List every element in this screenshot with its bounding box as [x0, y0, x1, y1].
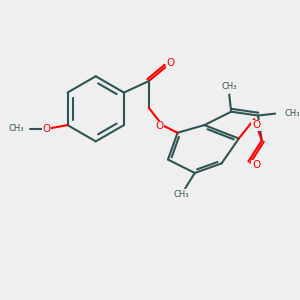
Text: O: O	[42, 124, 51, 134]
Text: CH₃: CH₃	[174, 190, 189, 199]
Text: O: O	[167, 58, 175, 68]
Text: O: O	[252, 120, 260, 130]
Text: O: O	[252, 160, 260, 170]
Text: O: O	[155, 121, 164, 131]
Text: CH₃: CH₃	[285, 109, 300, 118]
Text: CH₃: CH₃	[221, 82, 237, 91]
Text: CH₃: CH₃	[9, 124, 25, 134]
